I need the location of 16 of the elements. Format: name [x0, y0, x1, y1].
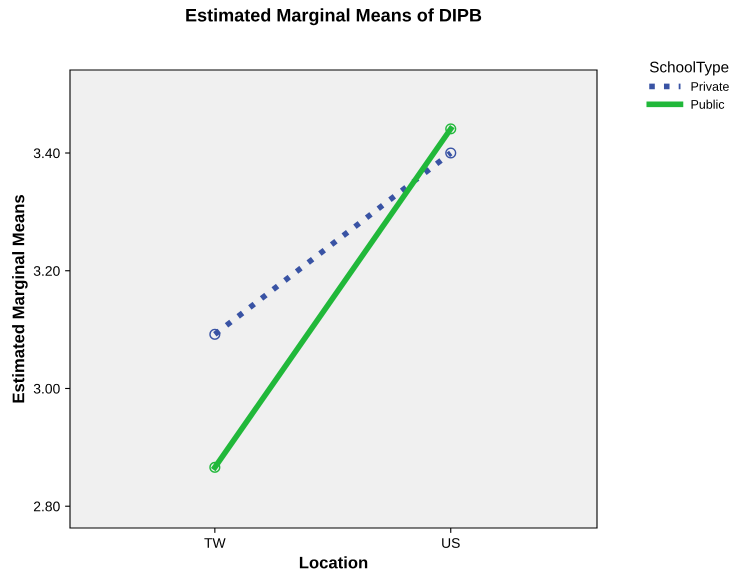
y-tick-label: 3.20: [34, 266, 60, 276]
x-tick-label: TW: [204, 538, 226, 548]
x-axis-title: Location: [300, 556, 368, 568]
point: [209, 462, 220, 473]
point: [209, 328, 220, 340]
x-tick-label: US: [442, 538, 460, 548]
legend-title: SchoolType: [650, 61, 728, 76]
y-tick-label: 3.40: [34, 148, 60, 158]
y-tick-label: 2.80: [34, 502, 60, 512]
point: [445, 147, 456, 159]
legend-label: Public: [692, 100, 724, 109]
y-tick-label: 3.00: [34, 384, 60, 394]
point: [445, 123, 456, 134]
legend-label: Private: [692, 82, 729, 91]
y-axis-title: Estimated Marginal Means: [12, 195, 28, 403]
chart-title: Estimated Marginal Means of DIPB: [186, 8, 482, 26]
